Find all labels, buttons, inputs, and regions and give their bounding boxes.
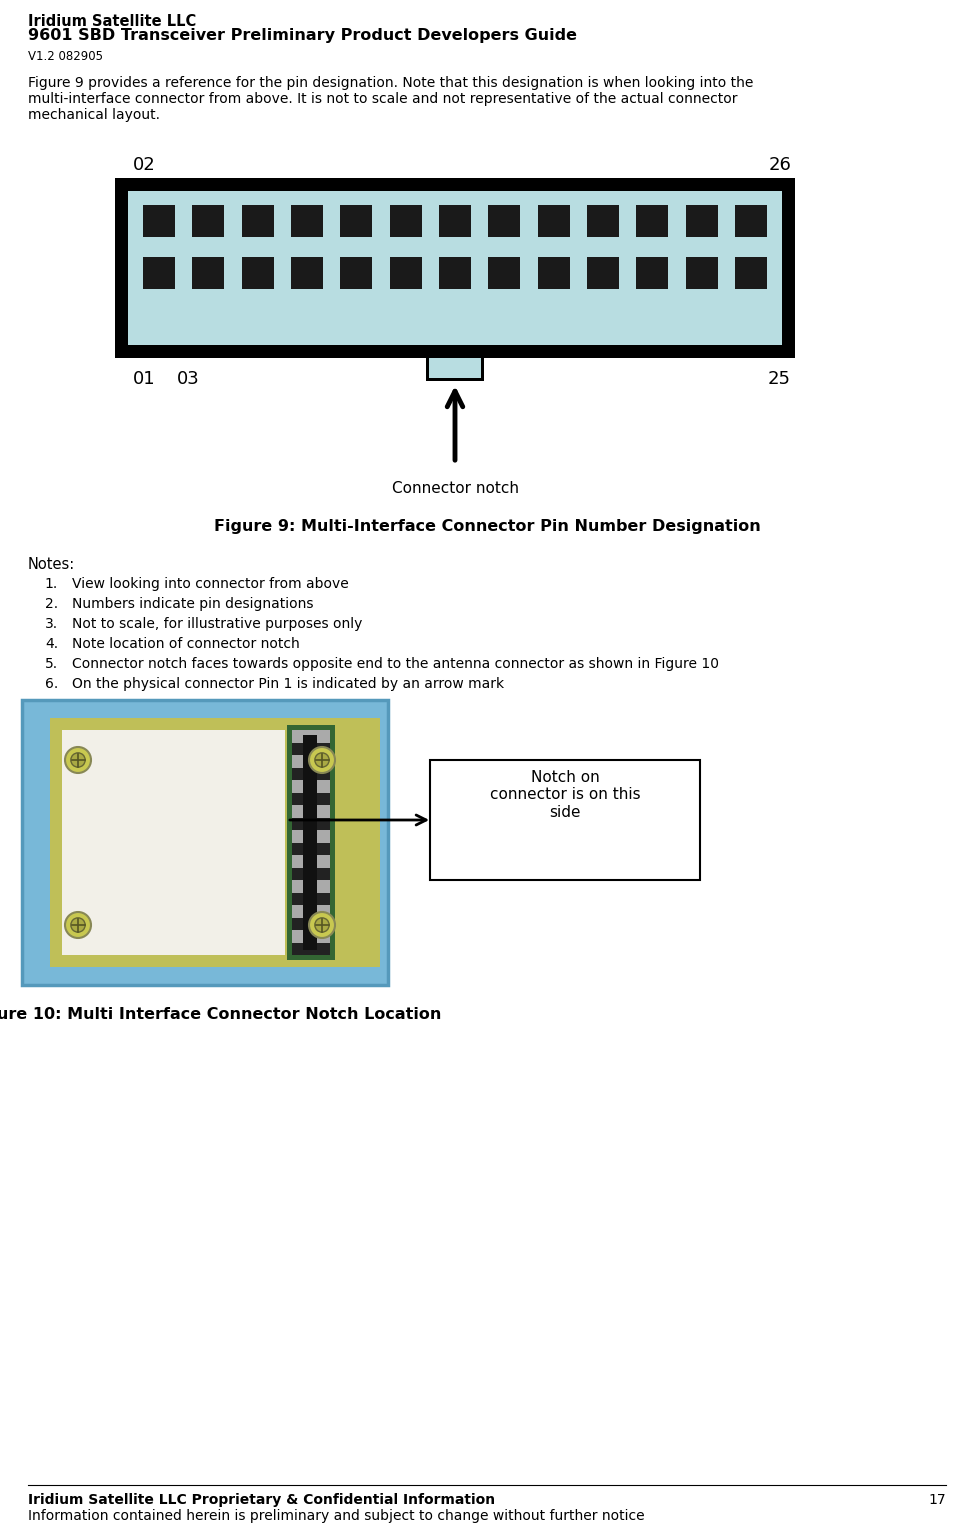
Bar	[242, 205, 274, 238]
Text: Figure 10: Multi Interface Connector Notch Location: Figure 10: Multi Interface Connector Not…	[0, 1007, 441, 1023]
Bar	[488, 258, 520, 290]
Circle shape	[71, 918, 85, 932]
Bar	[22, 701, 388, 986]
Circle shape	[65, 912, 91, 938]
Bar	[115, 178, 795, 359]
Bar	[426, 359, 484, 382]
Text: 01: 01	[133, 369, 156, 388]
Text: 3.: 3.	[45, 616, 58, 632]
Text: 4.: 4.	[45, 638, 58, 652]
Bar	[128, 192, 782, 345]
Text: Not to scale, for illustrative purposes only: Not to scale, for illustrative purposes …	[72, 616, 362, 632]
Bar	[390, 258, 422, 290]
Text: Iridium Satellite LLC: Iridium Satellite LLC	[28, 14, 196, 29]
Bar	[192, 205, 224, 238]
Text: 03: 03	[177, 369, 200, 388]
Bar	[292, 855, 330, 868]
Bar	[292, 868, 330, 880]
Text: 02: 02	[133, 156, 156, 175]
Text: 2.: 2.	[45, 596, 58, 612]
Bar	[303, 734, 317, 950]
Text: Iridium Satellite LLC Proprietary & Confidential Information: Iridium Satellite LLC Proprietary & Conf…	[28, 1493, 495, 1507]
Bar	[292, 931, 330, 943]
Bar	[292, 843, 330, 855]
Circle shape	[309, 747, 335, 773]
Text: V1.2 082905: V1.2 082905	[28, 51, 103, 63]
Text: 25: 25	[768, 369, 791, 388]
Bar	[292, 904, 330, 917]
Bar	[292, 793, 330, 805]
Text: Information contained herein is preliminary and subject to change without furthe: Information contained herein is prelimin…	[28, 1508, 645, 1522]
Bar	[292, 880, 330, 892]
Circle shape	[315, 753, 329, 766]
Text: 9601 SBD Transceiver Preliminary Product Developers Guide: 9601 SBD Transceiver Preliminary Product…	[28, 28, 577, 43]
Circle shape	[71, 753, 85, 766]
Bar	[50, 717, 380, 967]
Text: Connector notch: Connector notch	[392, 481, 518, 497]
Text: multi-interface connector from above. It is not to scale and not representative : multi-interface connector from above. It…	[28, 92, 737, 106]
Text: Figure 9: Multi-Interface Connector Pin Number Designation: Figure 9: Multi-Interface Connector Pin …	[213, 520, 761, 533]
Bar	[636, 205, 668, 238]
Bar	[143, 205, 175, 238]
Bar	[430, 760, 700, 880]
Bar	[292, 780, 330, 793]
Circle shape	[309, 912, 335, 938]
Text: Figure 9 provides a reference for the pin designation. Note that this designatio: Figure 9 provides a reference for the pi…	[28, 77, 753, 90]
Bar	[143, 258, 175, 290]
Bar	[636, 258, 668, 290]
Bar	[340, 258, 372, 290]
Bar	[292, 817, 330, 829]
Bar	[390, 205, 422, 238]
Text: Notch on
connector is on this
side: Notch on connector is on this side	[490, 770, 640, 820]
Bar	[292, 754, 330, 768]
Bar	[292, 917, 330, 931]
Text: 1.: 1.	[45, 576, 58, 592]
Bar	[735, 205, 767, 238]
Bar	[340, 205, 372, 238]
Text: Connector notch faces towards opposite end to the antenna connector as shown in : Connector notch faces towards opposite e…	[72, 658, 719, 671]
Bar	[587, 205, 619, 238]
Bar	[292, 892, 330, 904]
Bar	[292, 768, 330, 780]
Text: 5.: 5.	[45, 658, 58, 671]
Bar	[291, 205, 323, 238]
Bar	[287, 725, 335, 960]
Bar	[429, 359, 481, 379]
Circle shape	[315, 918, 329, 932]
Text: Numbers indicate pin designations: Numbers indicate pin designations	[72, 596, 314, 612]
Text: 17: 17	[928, 1493, 946, 1507]
Text: Notes:: Notes:	[28, 556, 75, 572]
Bar	[488, 205, 520, 238]
Bar	[587, 258, 619, 290]
Bar	[291, 258, 323, 290]
Bar	[735, 258, 767, 290]
Text: On the physical connector Pin 1 is indicated by an arrow mark: On the physical connector Pin 1 is indic…	[72, 678, 505, 691]
Bar	[292, 829, 330, 843]
Bar	[538, 258, 570, 290]
Bar	[192, 258, 224, 290]
Bar	[439, 258, 471, 290]
Bar	[686, 258, 718, 290]
Bar	[292, 943, 330, 955]
Circle shape	[65, 747, 91, 773]
Text: 6.: 6.	[45, 678, 58, 691]
Bar	[292, 742, 330, 754]
Bar	[242, 258, 274, 290]
Bar	[62, 730, 285, 955]
Text: mechanical layout.: mechanical layout.	[28, 107, 160, 123]
Bar	[292, 805, 330, 817]
Text: 26: 26	[768, 156, 791, 175]
Bar	[292, 730, 330, 742]
Bar	[538, 205, 570, 238]
Text: View looking into connector from above: View looking into connector from above	[72, 576, 349, 592]
Bar	[686, 205, 718, 238]
Bar	[439, 205, 471, 238]
Text: Note location of connector notch: Note location of connector notch	[72, 638, 300, 652]
